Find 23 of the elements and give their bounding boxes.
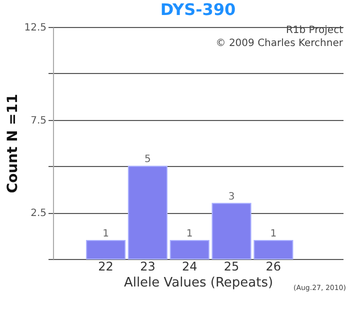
bar [170,240,210,260]
bar [212,202,252,260]
bar [128,166,168,260]
data-label: 3 [228,191,235,202]
data-label: 1 [186,228,193,240]
data-label: 5 [144,154,151,166]
x-tick-label: 25 [224,260,240,274]
x-axis-title: Allele Values (Repeats) [124,276,274,290]
y-axis-title: Count N =11 [5,94,22,194]
chart-title: DYS-390 [160,0,236,19]
x-tick-label: 22 [98,260,114,274]
annotation: R1b Project [286,25,344,36]
y-tick-label: 2.5 [30,208,46,220]
bar [86,240,126,260]
y-tick-label: 12.5 [24,22,46,34]
x-tick-label: 23 [140,260,156,274]
data-label: 1 [102,228,109,240]
y-tick-label: 7.5 [30,115,46,126]
data-label: 1 [270,228,277,240]
x-tick-label: 24 [182,260,198,274]
annotation: © 2009 Charles Kerchner [216,38,344,49]
x-tick-label: 26 [266,260,282,274]
bar [254,240,294,260]
